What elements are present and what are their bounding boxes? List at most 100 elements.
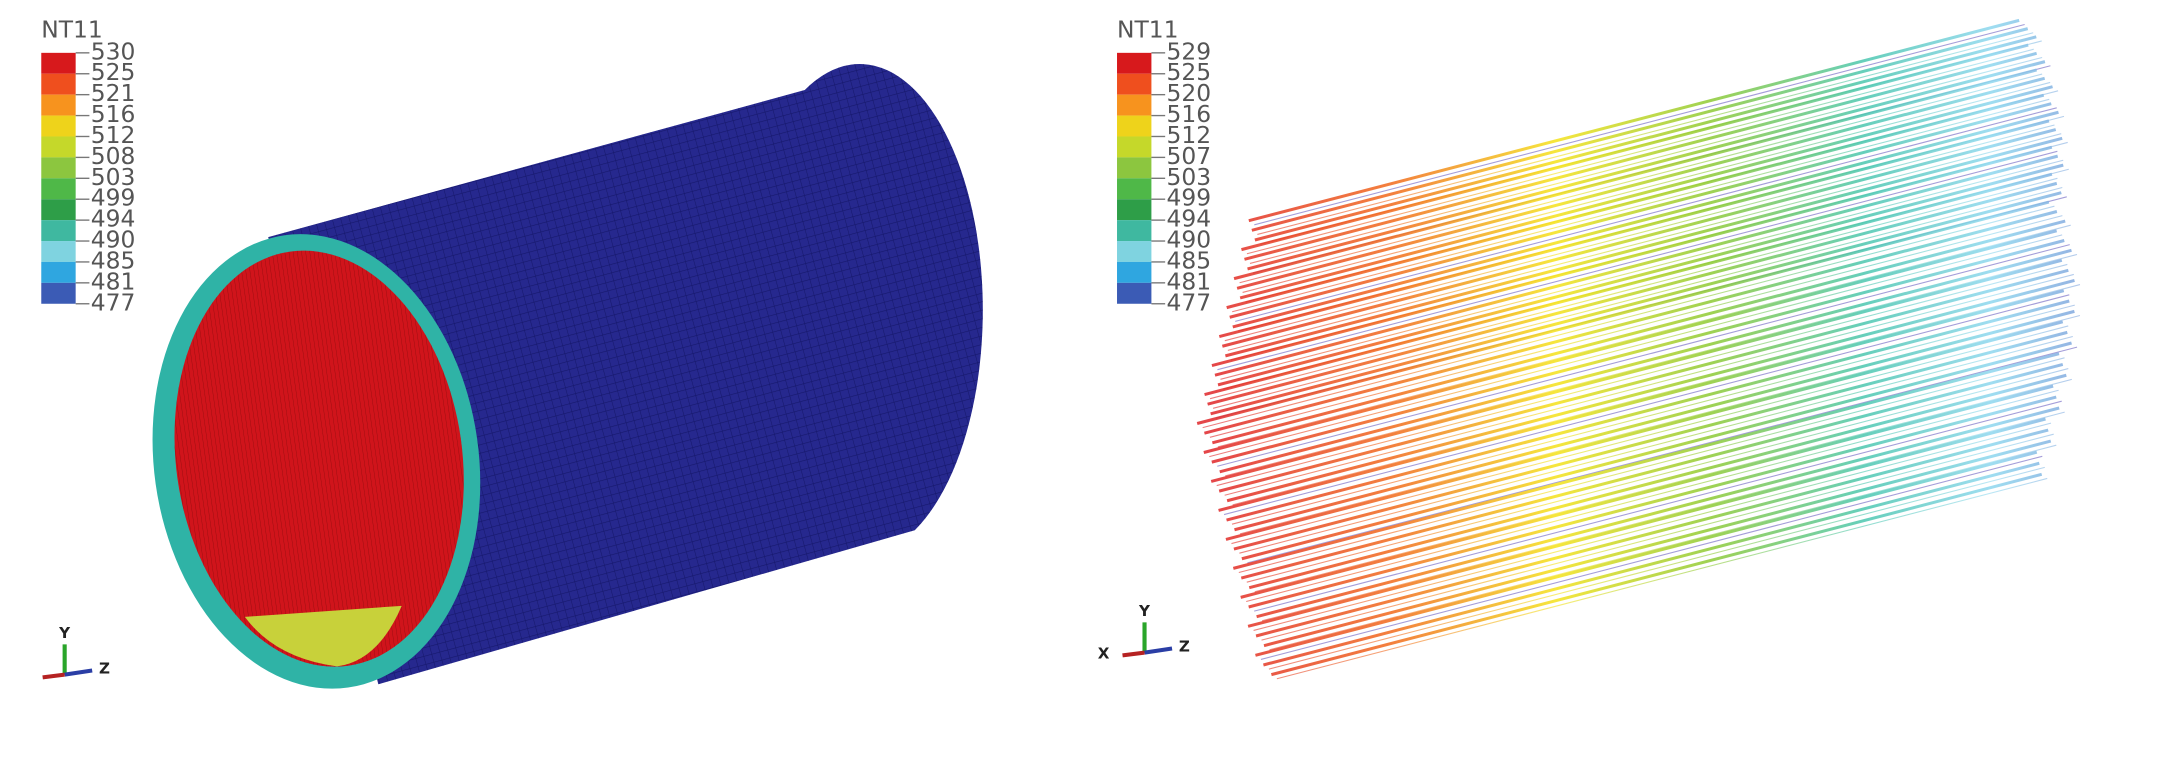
tube-edge: [1249, 56, 2043, 264]
tube-edge: [1202, 205, 2055, 429]
tube: [1203, 229, 2058, 454]
tube: [1244, 51, 2038, 261]
tube: [1204, 210, 2058, 435]
legend-label: 481: [91, 267, 136, 295]
triad-label: X: [1098, 644, 1110, 662]
legend-swatch: [41, 282, 76, 304]
tube: [1240, 384, 2054, 599]
tube: [1255, 450, 2038, 657]
core-mesh: [174, 250, 464, 667]
tube-edge: [1217, 244, 2070, 467]
triad-label: Y: [1138, 602, 1151, 620]
tube: [1232, 352, 2060, 570]
legend-label: 507: [1167, 142, 1212, 170]
tube-edge: [1209, 234, 2063, 458]
tube: [1211, 219, 2066, 445]
tube: [1229, 102, 2052, 319]
legend-label: 499: [91, 184, 136, 212]
legend-title: NT11: [1117, 15, 1179, 43]
tube: [1263, 461, 2040, 667]
legend-swatch: [41, 73, 76, 95]
x-arrow: [42, 672, 65, 680]
legend-swatch: [1117, 220, 1152, 242]
tube-edge: [1260, 455, 2043, 660]
legend-swatch: [1117, 73, 1152, 95]
tube-edge: [1246, 48, 2034, 255]
tube: [1241, 43, 2029, 252]
legend-label: 508: [91, 142, 136, 170]
legend-swatch: [41, 261, 76, 283]
tube: [1218, 268, 2069, 493]
triad-label: Z: [1179, 638, 1190, 656]
legend-swatch: [1117, 94, 1152, 116]
legend-label: 490: [91, 226, 136, 254]
legends: NT11530525521516512508503499494490485481…: [41, 15, 1212, 680]
legend-swatch: [41, 199, 76, 221]
tube: [1248, 395, 2057, 609]
tube: [1210, 258, 2063, 483]
tube: [1211, 239, 2065, 464]
tube: [1241, 341, 2072, 561]
legend-label: 512: [91, 121, 136, 149]
legend-label: 521: [91, 79, 136, 107]
legend-swatch: [41, 136, 76, 158]
tube-edge: [1223, 294, 2070, 516]
legend-swatch: [41, 94, 76, 116]
legend-label: 516: [91, 100, 136, 128]
tube-edge: [1224, 124, 2055, 342]
tube-edge: [1224, 273, 2074, 496]
x-arrow: [1122, 650, 1145, 658]
legend-swatch: [1117, 136, 1152, 158]
legend-label: 481: [1167, 267, 1212, 295]
tube: [1239, 85, 2053, 300]
tube-edge: [1216, 263, 2068, 487]
tube: [1225, 320, 2064, 541]
tube: [1247, 60, 2046, 271]
legend-label: 485: [1167, 246, 1212, 274]
tube: [1210, 191, 2062, 416]
legend-swatch: [41, 241, 76, 262]
tube: [1233, 330, 2068, 551]
tube: [1218, 289, 2065, 512]
triad-label: Z: [99, 660, 110, 678]
tube-edge: [1257, 32, 2034, 235]
tube-edge: [1242, 81, 2051, 293]
legend-swatch: [1117, 178, 1152, 200]
legend-label: 490: [1167, 226, 1212, 254]
tube: [1251, 27, 2029, 232]
tube-edge: [1276, 477, 2048, 680]
z-arrow: [64, 668, 93, 677]
legend-title: NT11: [41, 15, 103, 43]
tube: [1234, 309, 2075, 532]
tube-edge: [1254, 378, 2072, 593]
legend-swatch: [41, 220, 76, 242]
tube: [1217, 163, 2064, 387]
z-arrow: [1144, 646, 1173, 655]
tube: [1240, 362, 2064, 580]
tube: [1214, 154, 2059, 377]
tube-edge: [1254, 400, 2062, 612]
tube-edge: [1232, 284, 2081, 506]
tube-edge: [1247, 346, 2078, 564]
tube: [1219, 248, 2072, 474]
legend-swatch: [1117, 157, 1152, 179]
tube-edge: [1253, 422, 2052, 631]
legend-label: 512: [1167, 121, 1212, 149]
tube: [1232, 110, 2059, 329]
tube: [1270, 472, 2043, 677]
tube: [1221, 128, 2057, 348]
legend-swatch: [1117, 115, 1152, 137]
legend-label: 499: [1167, 184, 1212, 212]
legend-swatch: [41, 52, 76, 74]
legend-swatch: [1117, 241, 1152, 262]
tube: [1263, 439, 2052, 648]
tube: [1247, 417, 2046, 628]
tube-edge: [1220, 159, 2064, 380]
tube: [1204, 172, 2053, 396]
tube: [1233, 68, 2038, 281]
tube-edge: [1261, 433, 2054, 641]
tube: [1207, 181, 2058, 406]
tube-edge: [1232, 98, 2050, 313]
tube-edge: [1212, 186, 2063, 409]
